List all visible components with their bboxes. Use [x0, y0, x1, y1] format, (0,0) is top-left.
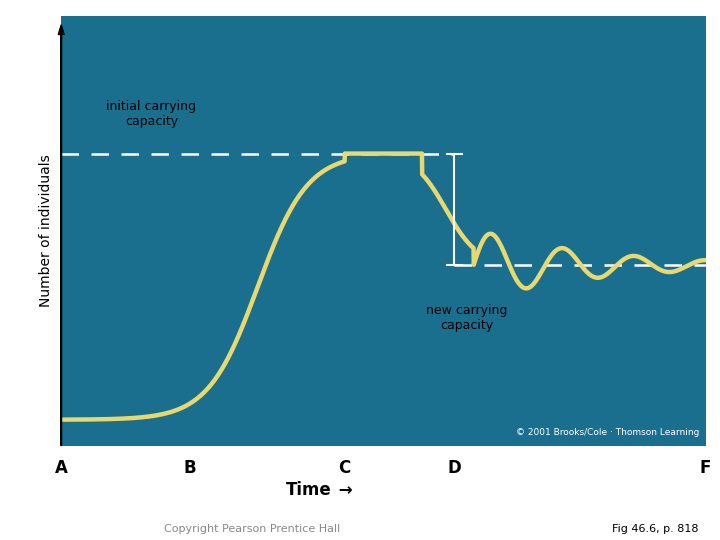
Text: initial carrying
capacity: initial carrying capacity	[107, 100, 197, 128]
Text: Copyright Pearson Prentice Hall: Copyright Pearson Prentice Hall	[164, 523, 340, 534]
Text: F: F	[700, 459, 711, 477]
Text: D: D	[447, 459, 461, 477]
Text: A: A	[55, 459, 68, 477]
Text: B: B	[184, 459, 197, 477]
Text: →: →	[333, 481, 352, 498]
Text: Fig 46.6, p. 818: Fig 46.6, p. 818	[612, 523, 698, 534]
Text: C: C	[338, 459, 351, 477]
Y-axis label: Number of individuals: Number of individuals	[39, 154, 53, 307]
Text: © 2001 Brooks/Cole · Thomson Learning: © 2001 Brooks/Cole · Thomson Learning	[516, 428, 699, 437]
Text: new carrying
capacity: new carrying capacity	[426, 304, 508, 332]
Text: Time: Time	[285, 481, 331, 498]
